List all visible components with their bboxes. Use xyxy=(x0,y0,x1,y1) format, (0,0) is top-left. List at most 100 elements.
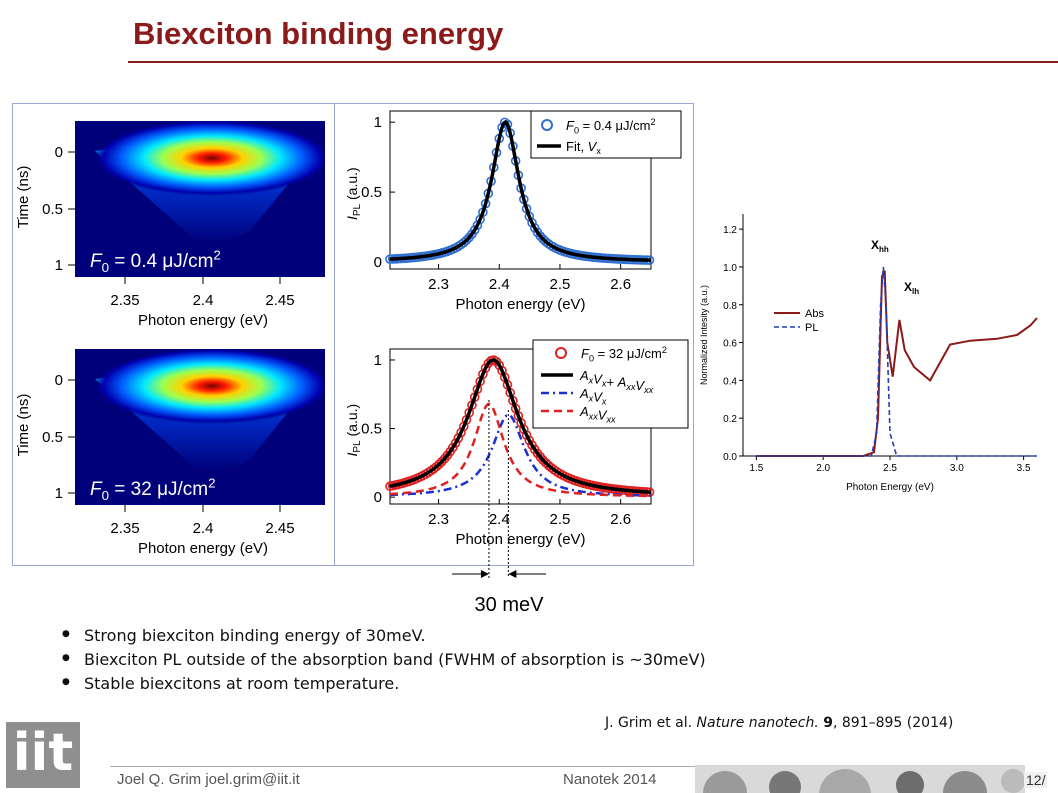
title-underline xyxy=(128,61,1058,63)
x-axis-label: Photon Energy (eV) xyxy=(846,482,934,493)
bullet-item: Biexciton PL outside of the absorption b… xyxy=(62,650,706,669)
legend-label-series: AxVx+ AxxVxx xyxy=(579,368,654,395)
data-point xyxy=(524,435,535,446)
x-tick-label: 2.35 xyxy=(110,292,139,309)
y-tick-label: 0.5 xyxy=(361,421,382,438)
citation-authors: J. Grim et al. xyxy=(605,715,697,731)
data-point xyxy=(538,234,548,244)
slide-title: Biexciton binding energy xyxy=(133,16,504,51)
x-tick-label: 2.5 xyxy=(883,463,897,474)
x-axis-label: Photon energy (eV) xyxy=(455,296,585,313)
y-axis-label: IPL (a.u.) xyxy=(344,167,363,220)
binding-energy-label: 30 meV xyxy=(475,594,545,616)
footer-author: Joel Q. Grim joel.grim@iit.it xyxy=(117,771,300,788)
x-tick-label: 2.35 xyxy=(110,520,139,537)
x-tick-label: 2.4 xyxy=(193,520,214,537)
fluence-label: F0 = 32 μJ/cm2 xyxy=(90,475,216,502)
data-point xyxy=(540,457,551,468)
legend-box xyxy=(530,110,682,159)
bullet-item: Strong biexciton binding energy of 30meV… xyxy=(62,626,706,645)
pl-spectrum-high-fluence: 2.3 2.4 2.5 2.6 0 0.5 1 Photon energy (eV) IPL (… xyxy=(344,339,689,548)
series-line xyxy=(756,266,1037,457)
y-tick-label: 0.5 xyxy=(361,184,382,201)
data-point xyxy=(437,456,447,467)
x-tick-label: 2.6 xyxy=(610,276,631,293)
arrow-left-head xyxy=(480,570,489,578)
y-axis-label: IPL (a.u.) xyxy=(344,404,363,457)
x-tick-label: 2.45 xyxy=(265,292,294,309)
data-point xyxy=(469,225,480,235)
data-point xyxy=(458,237,469,248)
absorption-pl-chart: 1.5 2.0 2.5 3.0 3.5 0.0 0.2 0.4 0.6 0.8 1.0 1.2 Phot… xyxy=(699,214,1038,493)
y-tick-label: 1.0 xyxy=(723,263,737,274)
heatmap-intensity xyxy=(94,349,325,472)
y-tick-label: 0.5 xyxy=(42,429,63,446)
y-tick-label: 1 xyxy=(55,257,63,274)
peak-annotation: Xhh xyxy=(871,238,889,254)
y-tick-label: 0 xyxy=(55,372,63,389)
legend-label-data: F0 = 32 μJ/cm2 xyxy=(581,345,667,363)
footer-rule xyxy=(110,766,700,767)
x-axis-label: Photon energy (eV) xyxy=(138,312,268,329)
y-tick-label: 0 xyxy=(55,144,63,161)
iit-logo: iit xyxy=(6,722,80,788)
heatmap-peak xyxy=(94,349,325,424)
data-point xyxy=(450,438,461,448)
x-tick-label: 2.3 xyxy=(428,276,449,293)
legend-box xyxy=(532,339,689,429)
x-tick-label: 3.5 xyxy=(1017,463,1031,474)
footer-conference: Nanotek 2014 xyxy=(563,771,657,788)
legend-marker-data xyxy=(555,347,567,359)
heatmap-peak xyxy=(94,121,325,196)
citation-journal: Nature nanotech. xyxy=(696,715,819,731)
y-tick-label: 0.8 xyxy=(723,301,737,312)
y-tick-label: 0.0 xyxy=(723,452,737,463)
x-tick-label: 2.5 xyxy=(550,511,571,528)
y-tick-label: 0.6 xyxy=(723,339,737,350)
data-point xyxy=(494,360,505,371)
x-tick-label: 2.4 xyxy=(489,511,510,528)
series-line xyxy=(390,413,651,497)
bullet-list: Strong biexciton binding energy of 30meV… xyxy=(62,626,706,698)
y-axis-label: Time (ns) xyxy=(15,166,32,229)
y-tick-label: 0 xyxy=(374,254,382,271)
heatmap-low-fluence: 2.35 2.4 2.45 0 0.5 1 Photon energy (eV) Time (… xyxy=(15,121,325,329)
legend-label-series: AxxVxx xyxy=(579,404,616,425)
data-point xyxy=(538,455,548,465)
citation: J. Grim et al. Nature nanotech. 9, 891–8… xyxy=(605,715,953,731)
legend-label-series: AxVx xyxy=(579,386,607,407)
x-tick-label: 2.4 xyxy=(193,292,214,309)
legend-label-data: F0 = 0.4 μJ/cm2 xyxy=(566,117,656,135)
data-point xyxy=(461,235,472,246)
x-axis-label: Photon energy (eV) xyxy=(455,531,585,548)
pl-spectrum-low-fluence: 2.3 2.4 2.5 2.6 0 0.5 1 Photon energy (eV) IPL (… xyxy=(344,110,682,313)
y-tick-label: 0.5 xyxy=(42,201,63,218)
legend-label-fit: Fit, Vx xyxy=(566,139,601,156)
data-point xyxy=(453,433,464,443)
citation-volume: 9 xyxy=(823,715,833,731)
x-tick-label: 3.0 xyxy=(950,463,964,474)
figure-frame xyxy=(12,103,694,566)
y-tick-label: 1 xyxy=(374,352,382,369)
series-line xyxy=(389,358,651,494)
y-tick-label: 1.2 xyxy=(723,225,737,236)
x-axis-label: Photon energy (eV) xyxy=(138,540,268,557)
data-point xyxy=(499,117,510,128)
arrow-right-head xyxy=(508,570,517,578)
y-axis-label: Normalized Intesity (a.u.) xyxy=(699,285,709,385)
y-tick-label: 0.4 xyxy=(723,376,737,387)
peak-annotation: Xlh xyxy=(904,280,919,296)
heatmap-intensity xyxy=(94,121,325,244)
legend-label-pl: PL xyxy=(805,322,818,334)
y-tick-label: 1 xyxy=(374,114,382,131)
y-tick-label: 0.2 xyxy=(723,414,737,425)
page-number: 12/ xyxy=(1024,772,1048,788)
series-line xyxy=(390,120,651,262)
legend-marker-data xyxy=(541,119,553,131)
y-tick-label: 1 xyxy=(55,485,63,502)
figure-divider xyxy=(334,103,335,566)
x-tick-label: 2.45 xyxy=(265,520,294,537)
citation-pages: , 891–895 (2014) xyxy=(833,715,954,731)
y-axis-label: Time (ns) xyxy=(15,394,32,457)
